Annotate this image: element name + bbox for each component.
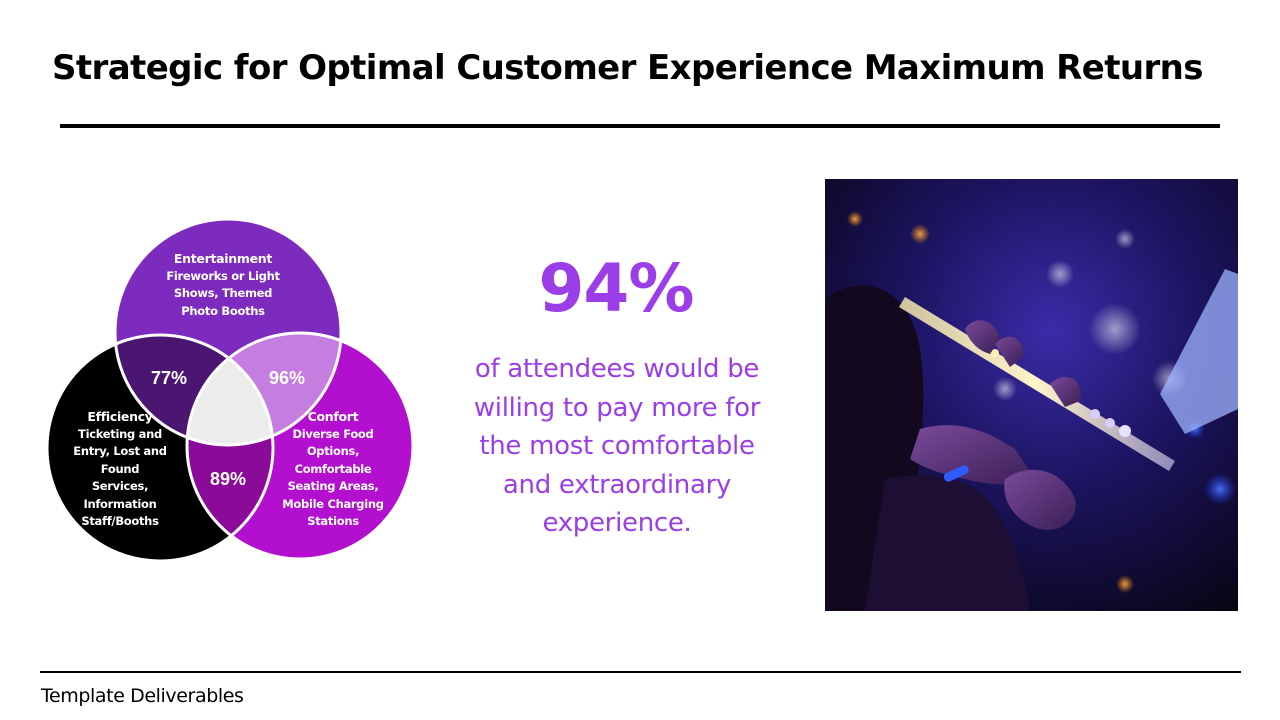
overlap-89-value: 89% [209, 469, 247, 489]
flute-player-photo [825, 179, 1238, 611]
efficiency-line: Ticketing and [78, 426, 162, 441]
confort-line: Diverse Food [292, 426, 374, 441]
stat-value: 94% [538, 250, 695, 327]
efficiency-heading: Efficiency [87, 409, 153, 424]
efficiency-label: Efficiency Ticketing and Entry, Lost and… [60, 408, 180, 531]
venn-shapes [45, 217, 415, 563]
photo-illustration [825, 179, 1238, 611]
efficiency-line: Found [100, 461, 140, 476]
venn-diagram: Entertainment Fireworks or Light Shows, … [40, 210, 425, 570]
page-title: Strategic for Optimal Customer Experienc… [52, 48, 1203, 88]
entertainment-line: Photo Booths [181, 303, 265, 318]
entertainment-heading: Entertainment [173, 251, 273, 266]
stat-text: of attendees would be willing to pay mor… [473, 354, 761, 538]
confort-line: Stations [307, 514, 359, 528]
confort-line: Seating Areas, [287, 479, 379, 493]
efficiency-line: Services, [91, 479, 149, 493]
confort-label: Confort Diverse Food Options, Comfortabl… [276, 408, 390, 531]
entertainment-label: Entertainment Fireworks or Light Shows, … [158, 250, 288, 320]
overlap-77-value: 77% [150, 368, 188, 388]
entertainment-line: Fireworks or Light [166, 268, 280, 283]
confort-line: Comfortable [294, 461, 372, 476]
confort-line: Mobile Charging [282, 496, 384, 511]
overlap-96-value: 96% [268, 368, 306, 388]
overlap-center [187, 335, 273, 445]
footer-divider [40, 671, 1241, 673]
title-divider [60, 124, 1220, 128]
efficiency-line: Entry, Lost and [73, 444, 167, 458]
efficiency-line: Information [83, 496, 157, 511]
confort-line: Options, [306, 444, 360, 458]
confort-heading: Confort [307, 409, 359, 424]
footer-label: Template Deliverables [41, 685, 244, 707]
efficiency-line: Staff/Booths [81, 514, 159, 528]
entertainment-line: Shows, Themed [173, 286, 273, 300]
